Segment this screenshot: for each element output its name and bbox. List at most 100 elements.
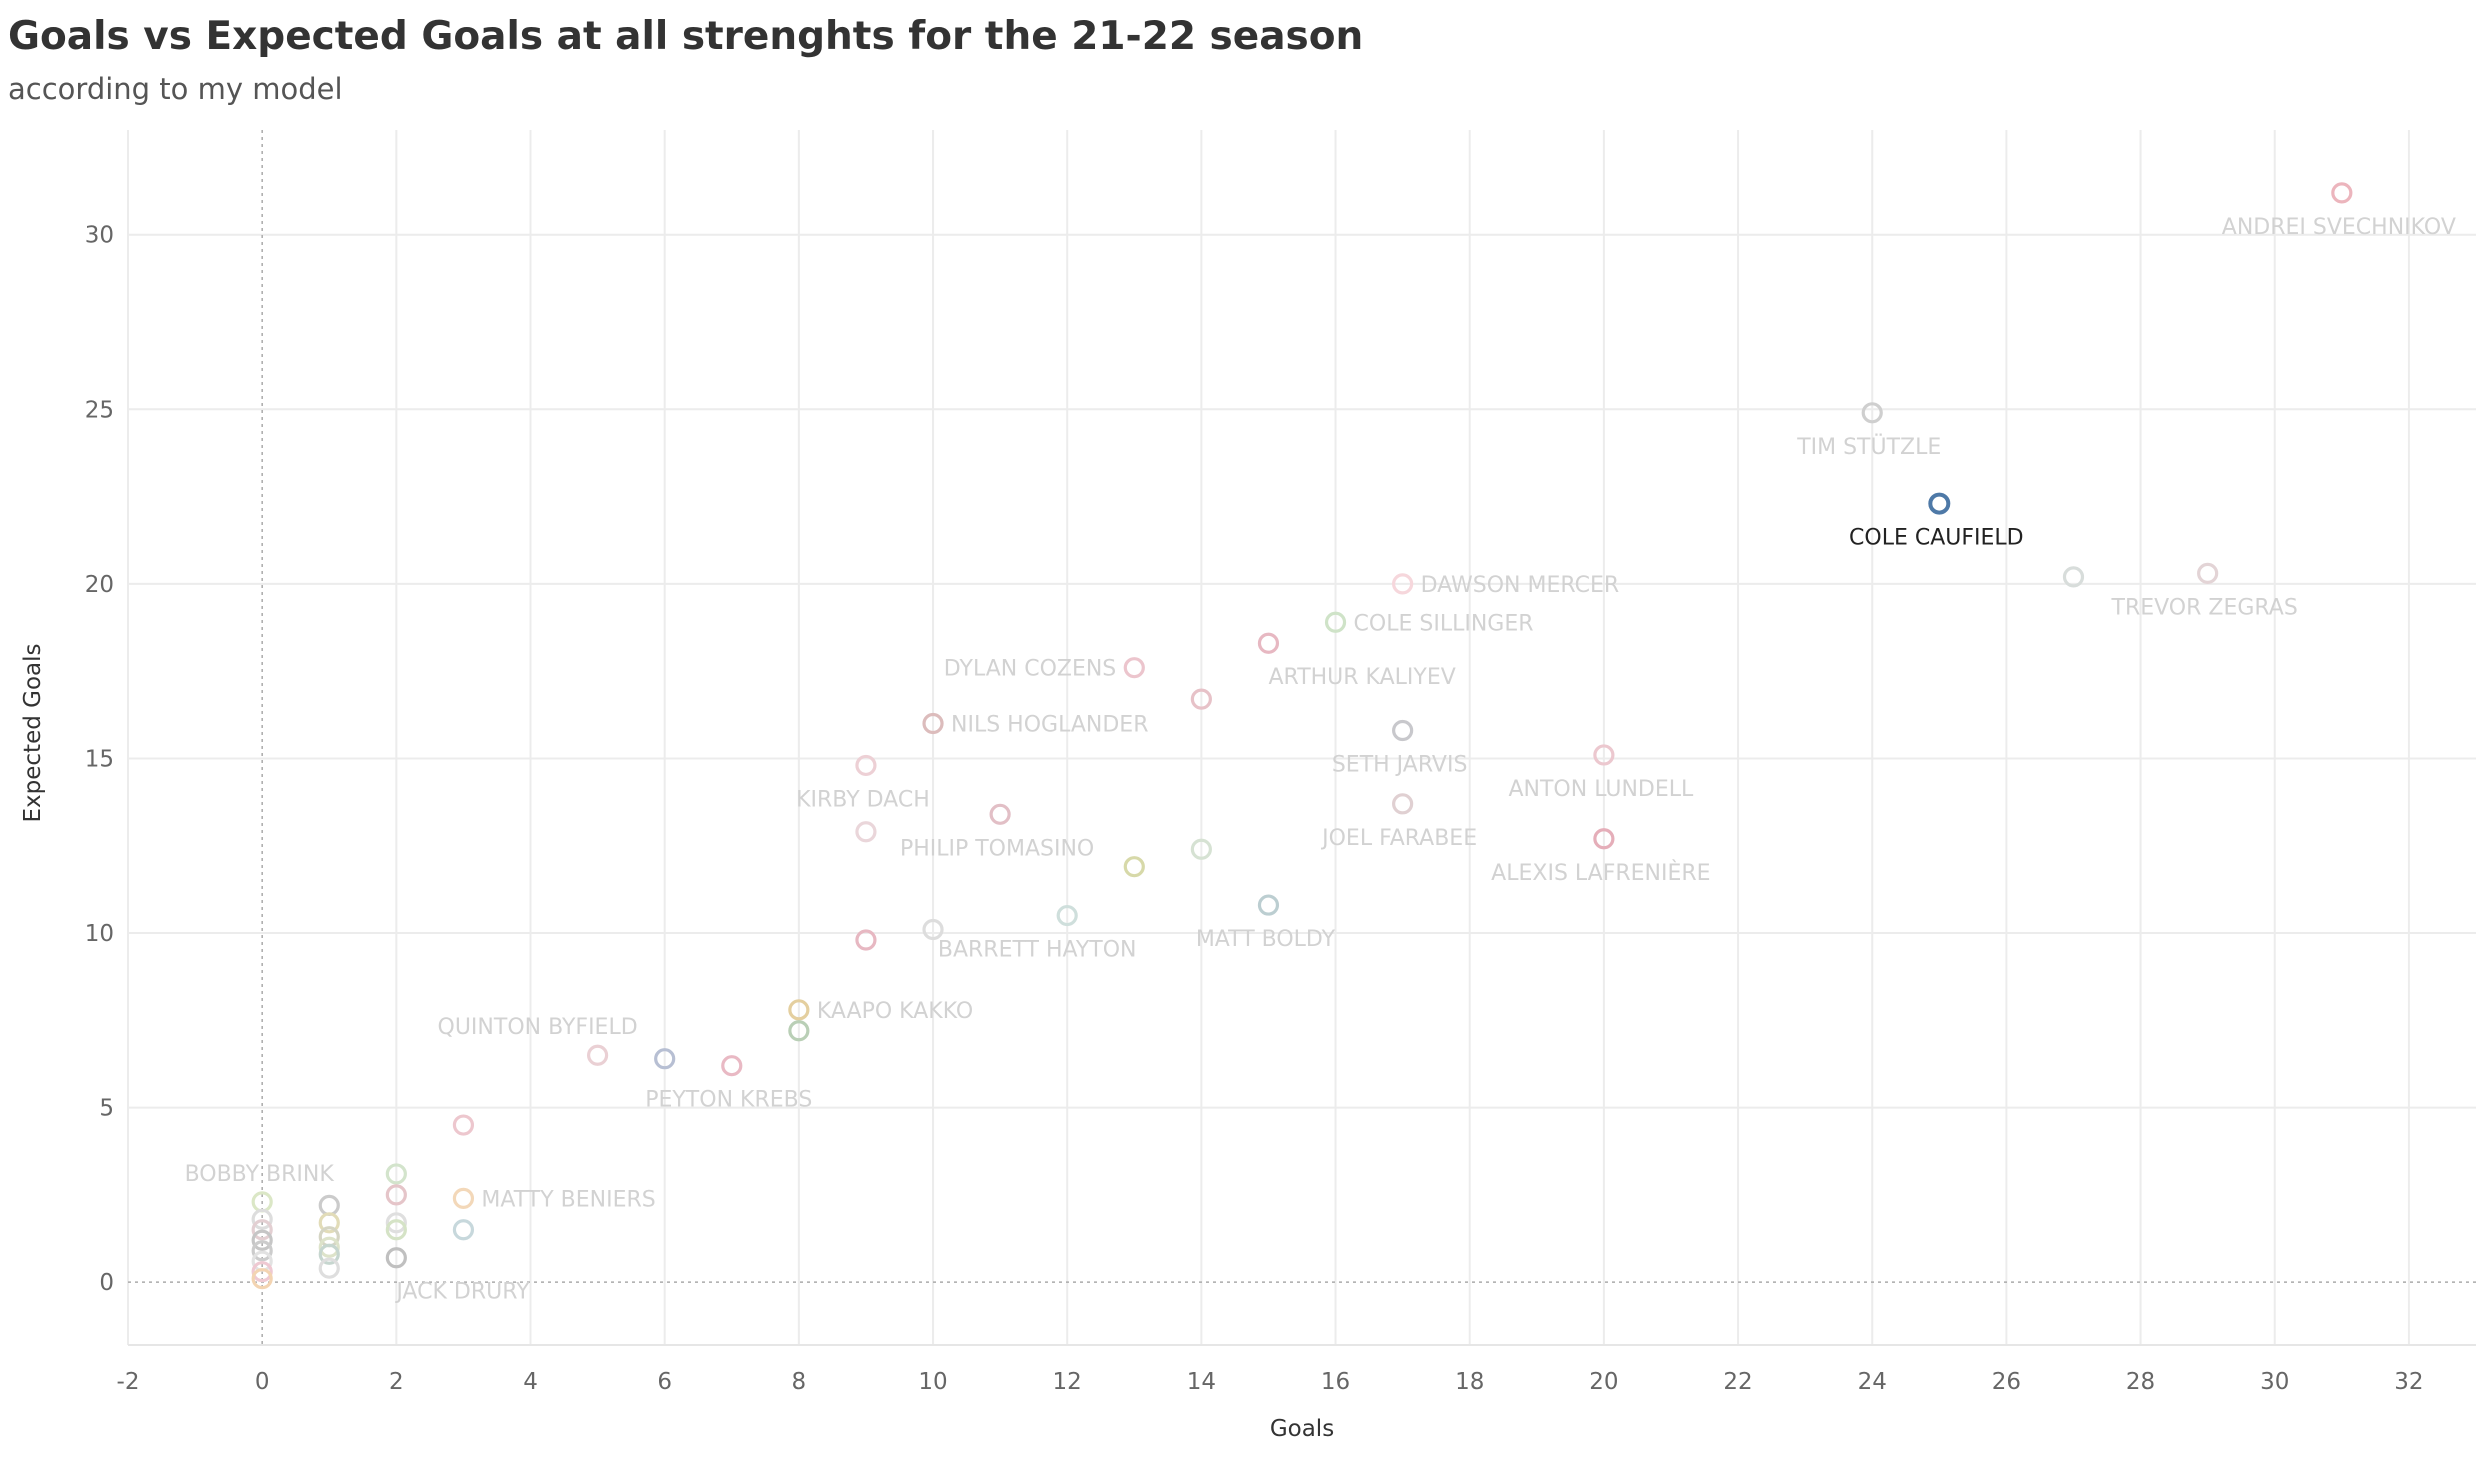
data-point <box>1928 492 1951 515</box>
point-label: PHILIP TOMASINO <box>900 836 1094 861</box>
point-label: DAWSON MERCER <box>1421 573 1620 598</box>
point-label: ARTHUR KALIYEV <box>1268 665 1455 690</box>
data-point <box>1392 719 1414 742</box>
data-point <box>586 1044 609 1066</box>
data-point <box>318 1194 340 1216</box>
y-axis-title: Expected Goals <box>20 644 46 823</box>
data-point <box>1392 793 1414 815</box>
data-point <box>385 1163 407 1185</box>
data-point <box>318 1236 340 1258</box>
data-point <box>318 1212 340 1234</box>
data-point <box>318 1243 340 1265</box>
data-point <box>1593 744 1615 766</box>
chart-subtitle: according to my model <box>8 72 343 106</box>
x-tick-label: 24 <box>1858 1369 1887 1395</box>
x-tick-label: 20 <box>1589 1369 1618 1395</box>
point-label: TREVOR ZEGRAS <box>2111 595 2298 620</box>
point-label: JACK DRURY <box>394 1280 530 1305</box>
x-tick-label: 0 <box>255 1369 270 1395</box>
data-point <box>1324 611 1347 633</box>
data-point <box>2197 562 2219 585</box>
data-point <box>452 1187 475 1209</box>
y-tick-label: 15 <box>85 746 114 772</box>
data-point <box>1190 688 1212 710</box>
point-label: KAAPO KAKKO <box>817 999 973 1024</box>
x-tick-label: -2 <box>117 1369 140 1395</box>
data-point <box>855 929 877 951</box>
x-axis-title: Goals <box>1270 1416 1334 1442</box>
data-point <box>385 1184 407 1206</box>
data-point <box>1257 632 1280 654</box>
chart-title: Goals vs Expected Goals at all strenghts… <box>8 14 1364 59</box>
data-point <box>1190 838 1212 860</box>
point-label: ANDREI SVECHNIKOV <box>2222 215 2456 240</box>
data-point <box>989 803 1011 825</box>
y-tick-label: 10 <box>85 921 114 947</box>
point-label: SETH JARVIS <box>1332 753 1468 778</box>
data-point <box>318 1257 340 1279</box>
point-label: MATTY BENIERS <box>481 1187 655 1212</box>
data-point <box>251 1240 273 1262</box>
x-tick-label: 30 <box>2260 1369 2289 1395</box>
data-point <box>654 1048 676 1070</box>
data-point <box>922 918 944 941</box>
data-point <box>251 1229 273 1251</box>
data-point <box>788 999 810 1021</box>
x-tick-label: 22 <box>1723 1369 1752 1395</box>
x-tick-label: 32 <box>2394 1369 2423 1395</box>
data-point <box>452 1114 475 1136</box>
x-tick-label: 12 <box>1053 1369 1082 1395</box>
point-label: JOEL FARABEE <box>1320 826 1477 851</box>
data-point <box>721 1055 743 1077</box>
point-label: TIM STÜTZLE <box>1796 434 1941 460</box>
y-tick-label: 20 <box>85 572 114 598</box>
data-point <box>385 1212 407 1234</box>
x-tick-label: 2 <box>389 1369 404 1395</box>
data-point <box>855 821 877 843</box>
grid <box>127 130 2476 1346</box>
point-label: ALEXIS LAFRENIÈRE <box>1491 860 1710 886</box>
data-points <box>251 182 2353 1290</box>
data-point <box>788 1020 810 1042</box>
point-label: MATT BOLDY <box>1196 927 1336 952</box>
y-tick-label: 0 <box>99 1270 114 1296</box>
point-label: COLE SILLINGER <box>1354 611 1534 636</box>
y-tick-label: 5 <box>99 1096 114 1122</box>
x-tick-label: 18 <box>1455 1369 1484 1395</box>
data-point <box>855 754 877 777</box>
data-point <box>2062 566 2085 588</box>
x-tick-label: 14 <box>1187 1369 1216 1395</box>
data-point <box>2331 182 2353 204</box>
data-point <box>251 1268 273 1290</box>
data-point <box>452 1219 475 1241</box>
data-point <box>1257 894 1280 916</box>
point-label: BARRETT HAYTON <box>938 938 1137 963</box>
data-point <box>251 1208 273 1230</box>
point-label: QUINTON BYFIELD <box>438 1015 638 1040</box>
x-tick-label: 16 <box>1321 1369 1350 1395</box>
data-point <box>251 1261 273 1283</box>
data-point <box>1861 402 1883 424</box>
zero-reference-lines <box>128 130 2476 1345</box>
point-label: PEYTON KREBS <box>645 1088 812 1113</box>
data-point <box>385 1247 407 1269</box>
axis-ticks: -2 0 2 4 6 8 10 12 14 16 18 20 22 24 26 28 30 32051015202… <box>85 223 2424 1395</box>
data-point <box>1056 904 1078 927</box>
x-tick-label: 6 <box>657 1369 672 1395</box>
point-label: COLE CAUFIELD <box>1849 526 2024 551</box>
data-point <box>1392 573 1414 595</box>
x-tick-label: 26 <box>1992 1369 2021 1395</box>
point-label: BOBBY BRINK <box>185 1162 335 1187</box>
data-point <box>1123 856 1145 878</box>
point-label: DYLAN COZENS <box>944 657 1117 682</box>
data-point <box>1593 828 1615 850</box>
x-tick-label: 28 <box>2126 1369 2155 1395</box>
point-label: NILS HOGLANDER <box>951 713 1148 738</box>
point-label: KIRBY DACH <box>796 787 930 812</box>
data-point <box>922 712 944 735</box>
point-labels: ANDREI SVECHNIKOV TIM STÜTZLE COLE CAUFIEL… <box>185 215 2456 1305</box>
data-point <box>385 1219 407 1241</box>
x-tick-label: 8 <box>792 1369 807 1395</box>
x-tick-label: 10 <box>918 1369 947 1395</box>
